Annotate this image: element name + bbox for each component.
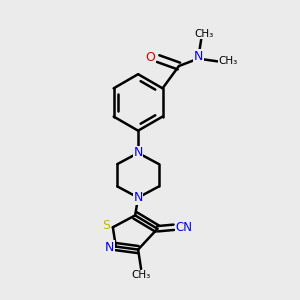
Text: N: N [194, 50, 203, 63]
Text: CN: CN [176, 221, 193, 234]
Text: N: N [134, 146, 143, 160]
Text: CH₃: CH₃ [131, 270, 151, 280]
Text: CH₃: CH₃ [194, 29, 213, 39]
Text: S: S [102, 219, 110, 232]
Text: O: O [146, 51, 156, 64]
Text: N: N [134, 191, 143, 204]
Text: CH₃: CH₃ [218, 56, 238, 66]
Text: N: N [105, 241, 114, 254]
